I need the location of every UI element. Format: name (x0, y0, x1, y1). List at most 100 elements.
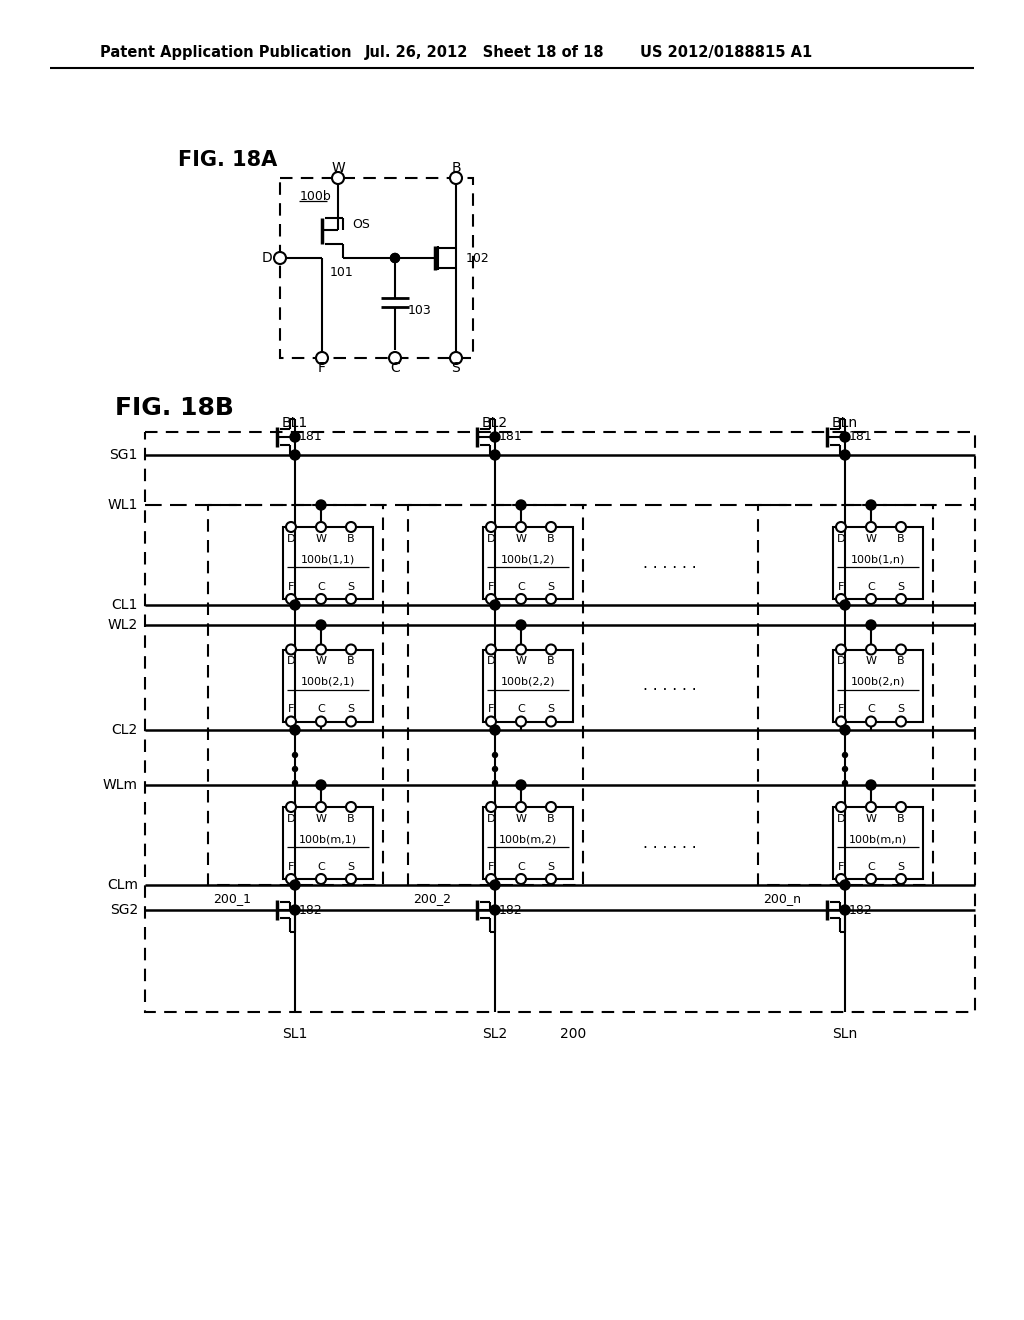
Text: B: B (897, 535, 905, 544)
Text: 181: 181 (299, 430, 323, 444)
Circle shape (896, 717, 906, 726)
Circle shape (389, 352, 401, 364)
Circle shape (490, 601, 500, 610)
Circle shape (486, 594, 496, 605)
Bar (483, 527, 573, 599)
Text: 200: 200 (560, 1027, 587, 1041)
Text: 100b(m,2): 100b(m,2) (499, 834, 557, 843)
Bar (283, 649, 373, 722)
Circle shape (316, 717, 326, 726)
Circle shape (290, 906, 300, 915)
Circle shape (490, 880, 500, 890)
Text: WLm: WLm (103, 777, 138, 792)
Bar (408, 506, 583, 884)
Bar (758, 506, 933, 884)
Circle shape (516, 500, 526, 510)
Text: SL1: SL1 (283, 1027, 307, 1041)
Circle shape (316, 620, 326, 630)
Text: S: S (347, 582, 354, 591)
Text: B: B (547, 814, 555, 824)
Text: 100b: 100b (300, 190, 332, 202)
Text: 182: 182 (849, 903, 872, 916)
Text: Jul. 26, 2012   Sheet 18 of 18: Jul. 26, 2012 Sheet 18 of 18 (365, 45, 604, 59)
Text: BL1: BL1 (282, 416, 308, 430)
Text: B: B (547, 535, 555, 544)
Circle shape (286, 874, 296, 884)
Circle shape (546, 803, 556, 812)
Text: F: F (288, 862, 294, 873)
Text: CL1: CL1 (112, 598, 138, 612)
Circle shape (316, 500, 326, 510)
Text: W: W (865, 535, 877, 544)
Circle shape (840, 906, 850, 915)
Text: D: D (287, 814, 295, 824)
Text: C: C (867, 582, 874, 591)
Text: 100b(2,1): 100b(2,1) (301, 676, 355, 686)
Bar (280, 178, 473, 358)
Circle shape (546, 874, 556, 884)
Text: 100b(2,n): 100b(2,n) (851, 676, 905, 686)
Circle shape (490, 906, 500, 915)
Circle shape (486, 717, 496, 726)
Circle shape (840, 725, 850, 735)
Text: . . . . . .: . . . . . . (643, 836, 696, 850)
Text: . . . . . .: . . . . . . (643, 678, 696, 693)
Text: SLn: SLn (833, 1027, 858, 1041)
Text: F: F (838, 862, 844, 873)
Circle shape (316, 780, 326, 789)
Circle shape (896, 521, 906, 532)
Text: . . . . . .: . . . . . . (643, 556, 696, 570)
Text: W: W (515, 814, 526, 824)
Circle shape (546, 521, 556, 532)
Text: D: D (486, 656, 496, 667)
Circle shape (866, 874, 876, 884)
Circle shape (490, 725, 500, 735)
Text: SG1: SG1 (110, 447, 138, 462)
Circle shape (286, 594, 296, 605)
Text: S: S (452, 360, 461, 375)
Circle shape (346, 521, 356, 532)
Text: B: B (452, 161, 461, 176)
Circle shape (486, 803, 496, 812)
Circle shape (516, 644, 526, 655)
Text: 182: 182 (499, 903, 522, 916)
Circle shape (346, 594, 356, 605)
Text: F: F (487, 862, 495, 873)
Text: S: S (347, 862, 354, 873)
Circle shape (316, 594, 326, 605)
Text: D: D (486, 535, 496, 544)
Text: F: F (838, 582, 844, 591)
Text: SG2: SG2 (110, 903, 138, 917)
Circle shape (346, 717, 356, 726)
Text: 100b(2,2): 100b(2,2) (501, 676, 555, 686)
Circle shape (516, 521, 526, 532)
Text: C: C (517, 582, 525, 591)
Text: B: B (347, 656, 354, 667)
Text: S: S (897, 582, 904, 591)
Text: FIG. 18A: FIG. 18A (178, 150, 278, 170)
Text: B: B (897, 814, 905, 824)
Circle shape (516, 620, 526, 630)
Circle shape (836, 874, 846, 884)
Text: C: C (867, 705, 874, 714)
Text: C: C (517, 705, 525, 714)
Text: 101: 101 (330, 265, 353, 279)
Text: 100b(m,n): 100b(m,n) (849, 834, 907, 843)
Circle shape (450, 172, 462, 183)
Circle shape (896, 803, 906, 812)
Circle shape (516, 803, 526, 812)
Circle shape (866, 644, 876, 655)
Circle shape (866, 803, 876, 812)
Circle shape (316, 352, 328, 364)
Circle shape (843, 767, 848, 771)
Circle shape (346, 644, 356, 655)
Text: F: F (318, 360, 326, 375)
Circle shape (316, 803, 326, 812)
Text: 100b(m,1): 100b(m,1) (299, 834, 357, 843)
Circle shape (286, 717, 296, 726)
Text: F: F (487, 582, 495, 591)
Circle shape (490, 450, 500, 459)
Text: 102: 102 (466, 252, 489, 264)
Bar (283, 527, 373, 599)
Circle shape (866, 500, 876, 510)
